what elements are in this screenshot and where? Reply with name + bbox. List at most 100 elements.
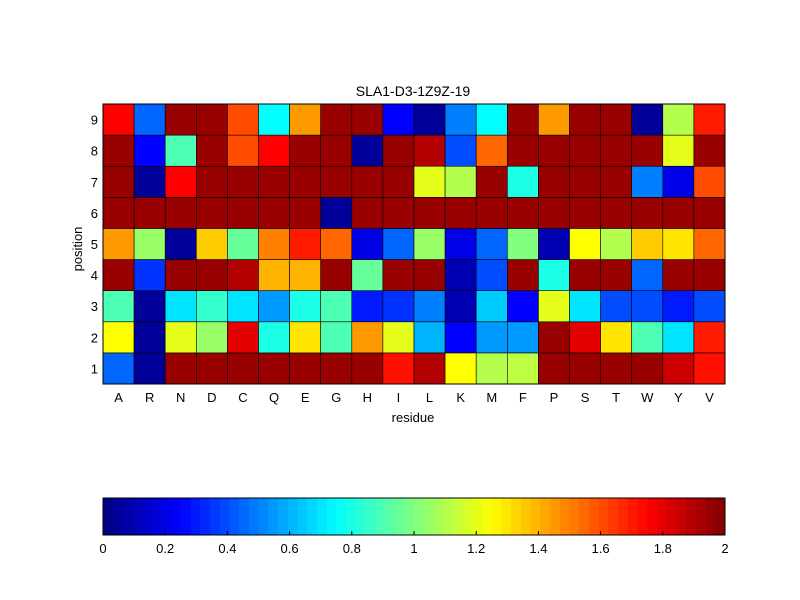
y-tick-label: 1 (91, 361, 98, 376)
heatmap-cell-H-7 (351, 165, 384, 198)
heatmap-cell-E-2 (289, 321, 322, 354)
heatmap-cell-V-5 (693, 228, 726, 260)
heatmap-cell-H-9 (351, 103, 384, 136)
heatmap-cell-G-6 (320, 197, 353, 229)
heatmap-cell-G-7 (320, 165, 353, 198)
heatmap-cell-K-5 (444, 228, 477, 260)
colorbar-swatch (103, 498, 114, 535)
colorbar-swatch (715, 498, 726, 535)
heatmap-cell-C-5 (227, 228, 259, 260)
heatmap-cell-I-5 (382, 228, 415, 260)
colorbar-swatch (336, 498, 347, 535)
heatmap-cell-H-2 (351, 321, 384, 354)
heatmap-cell-H-3 (351, 290, 384, 323)
x-tick-label: V (705, 390, 714, 405)
heatmap-cell-G-4 (320, 259, 353, 291)
colorbar-swatch (423, 498, 434, 535)
heatmap-cell-E-5 (289, 228, 322, 260)
x-tick-label: C (238, 390, 247, 405)
heatmap-cell-I-8 (382, 134, 415, 167)
heatmap-cell-L-8 (413, 134, 446, 167)
heatmap-cell-F-8 (506, 134, 539, 167)
x-tick-label: G (331, 390, 341, 405)
heatmap-cell-G-5 (320, 228, 353, 260)
heatmap-cell-I-9 (382, 103, 415, 136)
heatmap-cell-W-2 (631, 321, 664, 354)
heatmap-cell-Q-9 (258, 103, 290, 136)
colorbar-swatch (579, 498, 590, 535)
colorbar-swatch (297, 498, 308, 535)
colorbar-tick-label: 0.6 (281, 541, 299, 556)
heatmap-cell-Q-6 (258, 197, 290, 229)
colorbar-swatch (569, 498, 580, 535)
heatmap-cell-P-5 (538, 228, 570, 260)
x-tick-label: S (581, 390, 590, 405)
x-tick-label: K (456, 390, 465, 405)
heatmap-cell-K-9 (444, 103, 477, 136)
heatmap-cell-A-1 (102, 352, 135, 385)
heatmap-cell-W-8 (631, 134, 664, 167)
heatmap-cell-V-1 (693, 352, 726, 385)
colorbar-swatch (209, 498, 221, 535)
heatmap-cell-E-7 (289, 165, 322, 198)
heatmap-cell-H-1 (351, 352, 384, 385)
heatmap-cell-V-8 (693, 134, 726, 167)
heatmap-cell-L-9 (413, 103, 446, 136)
heatmap-cell-T-1 (600, 352, 632, 385)
heatmap-cell-F-3 (506, 290, 539, 323)
colorbar (103, 498, 726, 535)
heatmap-cell-C-9 (227, 103, 259, 136)
colorbar-swatch (112, 498, 123, 535)
colorbar-swatch (433, 498, 444, 535)
heatmap-cell-P-7 (538, 165, 570, 198)
x-tick-label: P (550, 390, 559, 405)
x-tick-label: H (363, 390, 372, 405)
heatmap-cell-A-8 (102, 134, 135, 167)
heatmap-cell-S-7 (569, 165, 601, 198)
x-tick-label: Y (674, 390, 683, 405)
heatmap-cell-W-5 (631, 228, 664, 260)
colorbar-swatch (482, 498, 493, 535)
colorbar-swatch (171, 498, 182, 535)
heatmap-cell-N-4 (164, 259, 197, 291)
colorbar-swatch (190, 498, 201, 535)
heatmap-cell-M-7 (475, 165, 508, 198)
x-tick-label: I (397, 390, 401, 405)
heatmap-cells (102, 103, 726, 385)
heatmap-cell-T-2 (600, 321, 632, 354)
heatmap-cell-N-1 (164, 352, 197, 385)
colorbar-swatch (229, 498, 240, 535)
heatmap-cell-M-8 (475, 134, 508, 167)
heatmap-cell-S-6 (569, 197, 601, 229)
heatmap-cell-E-4 (289, 259, 322, 291)
heatmap-cell-E-8 (289, 134, 322, 167)
colorbar-swatch (637, 498, 648, 535)
heatmap-cell-Q-4 (258, 259, 290, 291)
heatmap-cell-Q-1 (258, 352, 290, 385)
heatmap-cell-V-6 (693, 197, 726, 229)
heatmap-cell-F-5 (506, 228, 539, 260)
colorbar-swatch (287, 498, 298, 535)
colorbar-swatch (200, 498, 211, 535)
heatmap-cell-F-1 (506, 352, 539, 385)
heatmap-cell-R-8 (133, 134, 166, 167)
colorbar-swatch (394, 498, 405, 535)
colorbar-tick-labels: 0 0.2 0.4 0.6 0.8 1 1.2 1.4 1.6 1.8 2 (99, 531, 729, 556)
chart-title: SLA1-D3-1Z9Z-19 (356, 83, 471, 99)
heatmap-cell-D-8 (196, 134, 228, 167)
heatmap-cell-S-5 (569, 228, 601, 260)
heatmap-cell-M-1 (475, 352, 508, 385)
heatmap-cell-L-3 (413, 290, 446, 323)
heatmap-cell-H-4 (351, 259, 384, 291)
heatmap-cell-P-2 (538, 321, 570, 354)
heatmap-cell-V-9 (693, 103, 726, 136)
colorbar-swatch (676, 498, 687, 535)
heatmap-cell-N-3 (164, 290, 197, 323)
heatmap-cell-N-6 (164, 197, 197, 229)
colorbar-swatch (258, 498, 269, 535)
heatmap-cell-R-6 (133, 197, 166, 229)
heatmap-cell-C-6 (227, 197, 259, 229)
colorbar-swatch (666, 498, 677, 535)
